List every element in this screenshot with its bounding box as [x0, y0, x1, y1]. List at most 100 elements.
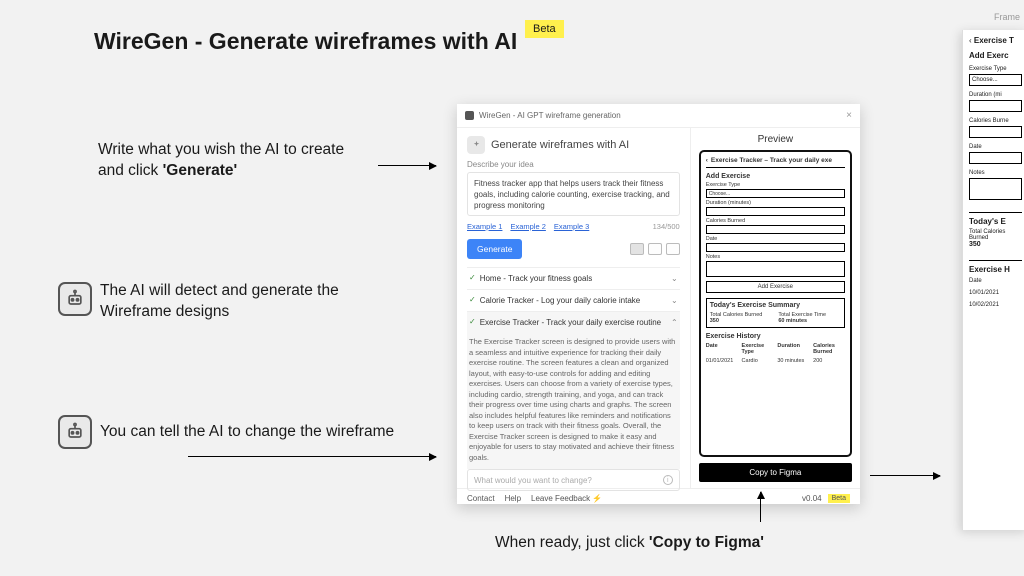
arrow-icon: [188, 456, 436, 457]
field-label: Exercise Type: [969, 66, 1022, 72]
frame-label: Frame: [994, 12, 1020, 22]
shadow-history: Exercise H Date 10/01/2021 10/02/2021: [969, 260, 1022, 308]
change-input[interactable]: What would you want to change? i: [467, 469, 680, 491]
footer-contact[interactable]: Contact: [467, 494, 495, 503]
text: You can tell the AI to change the wirefr…: [100, 423, 394, 440]
phone-header: ‹ Exercise Tracker – Track your daily ex…: [706, 157, 845, 168]
back-icon[interactable]: ‹: [706, 157, 708, 164]
beta-mini-badge: Beta: [828, 494, 850, 503]
notes-input[interactable]: [706, 261, 845, 277]
dialog-footer: Contact Help Leave Feedback ⚡ v0.04 Beta: [457, 488, 860, 508]
footer-help[interactable]: Help: [505, 494, 521, 503]
col-header: Duration: [777, 343, 809, 355]
check-icon: ✓: [469, 296, 476, 304]
arrow-icon: [870, 475, 940, 476]
col-header: Exercise Type: [742, 343, 774, 355]
shadow-summary: Today's E Total Calories Burned 350: [969, 212, 1022, 248]
dialog-titlebar: WireGen - AI GPT wireframe generation ×: [457, 104, 860, 128]
summary-title: Today's E: [969, 217, 1022, 226]
example-link[interactable]: Example 3: [554, 222, 589, 231]
add-exercise-button[interactable]: Add Exercise: [706, 281, 845, 293]
sparkle-icon: [467, 136, 485, 154]
chevron-down-icon: ⌄: [671, 296, 678, 305]
robot-icon: [58, 282, 92, 316]
type-select[interactable]: Choose...: [969, 74, 1022, 86]
dialog-right-panel: Preview ‹ Exercise Tracker – Track your …: [691, 128, 860, 488]
version-label: v0.04: [802, 494, 822, 503]
date-input[interactable]: [706, 243, 845, 252]
check-icon: ✓: [469, 318, 476, 326]
example-link[interactable]: Example 2: [510, 222, 545, 231]
heading-text: Generate wireframes with AI: [491, 139, 629, 151]
example-link[interactable]: Example 1: [467, 222, 502, 231]
summary-label: Total Calories Burned: [710, 312, 773, 318]
annotation-change: You can tell the AI to change the wirefr…: [100, 422, 394, 443]
accordion-item-open[interactable]: ✓ Exercise Tracker - Track your daily ex…: [467, 311, 680, 333]
preview-title: Preview: [699, 134, 852, 145]
text: The AI will detect and generate the: [100, 282, 339, 299]
section-title: Add Exercise: [706, 173, 845, 180]
text-bold: 'Copy to Figma': [649, 534, 764, 551]
examples-row: Example 1 Example 2 Example 3 134/500: [467, 222, 680, 231]
check-icon: ✓: [469, 274, 476, 282]
col-header: Calories Burned: [813, 343, 845, 355]
cell: Cardio: [742, 358, 774, 364]
shadow-section: Add Exerc: [969, 51, 1022, 60]
accordion-item[interactable]: ✓ Home - Track your fitness goals ⌄: [467, 267, 680, 289]
date-input[interactable]: [969, 152, 1022, 164]
device-mobile-icon[interactable]: [630, 243, 644, 255]
notes-input[interactable]: [969, 178, 1022, 200]
arrow-icon: [378, 165, 436, 166]
field-label: Calories Burne: [969, 118, 1022, 124]
describe-label: Describe your idea: [467, 160, 680, 169]
field-label: Duration (mi: [969, 92, 1022, 98]
dialog-body: Generate wireframes with AI Describe you…: [457, 128, 860, 488]
annotation-generate: Write what you wish the AI to create and…: [98, 140, 344, 182]
device-desktop-icon[interactable]: [666, 243, 680, 255]
field-label: Notes: [706, 254, 845, 260]
cell: 10/01/2021: [969, 290, 1022, 296]
annotation-detect: The AI will detect and generate the Wire…: [100, 281, 339, 323]
copy-to-figma-button[interactable]: Copy to Figma: [699, 463, 852, 482]
device-tablet-icon[interactable]: [648, 243, 662, 255]
calories-input[interactable]: [706, 225, 845, 234]
generate-row: Generate: [467, 239, 680, 259]
beta-badge: Beta: [525, 20, 564, 38]
field-label: Duration (minutes): [706, 200, 845, 206]
idea-textarea[interactable]: Fitness tracker app that helps users tra…: [467, 172, 680, 216]
accordion-label: Calorie Tracker - Log your daily calorie…: [480, 296, 667, 305]
accordion-item[interactable]: ✓ Calorie Tracker - Log your daily calor…: [467, 289, 680, 311]
text: Write what you wish the AI to create: [98, 141, 344, 158]
text-bold: 'Generate': [163, 162, 238, 179]
close-icon[interactable]: ×: [846, 110, 852, 121]
arrow-up-icon: [760, 492, 761, 522]
field-label: Calories Burned: [706, 218, 845, 224]
text: and click: [98, 162, 163, 179]
accordion-description: The Exercise Tracker screen is designed …: [467, 333, 680, 469]
duration-input[interactable]: [706, 207, 845, 216]
field-label: Date: [969, 144, 1022, 150]
generate-button[interactable]: Generate: [467, 239, 522, 259]
change-placeholder: What would you want to change?: [474, 476, 592, 485]
duration-input[interactable]: [969, 100, 1022, 112]
cell: 200: [813, 358, 845, 364]
summary-value: 350: [710, 318, 719, 324]
chevron-down-icon: ⌄: [671, 274, 678, 283]
history-section: Exercise History Date Exercise Type Dura…: [706, 333, 845, 364]
phone-preview: ‹ Exercise Tracker – Track your daily ex…: [699, 150, 852, 457]
footer-feedback[interactable]: Leave Feedback ⚡: [531, 494, 602, 503]
type-select[interactable]: Choose...: [706, 189, 845, 198]
info-icon[interactable]: i: [663, 475, 673, 485]
dialog-left-panel: Generate wireframes with AI Describe you…: [457, 128, 691, 488]
field-label: Date: [706, 236, 845, 242]
chevron-up-icon: ⌃: [671, 318, 678, 327]
calories-input[interactable]: [969, 126, 1022, 138]
cell: 10/02/2021: [969, 302, 1022, 308]
device-icons: [630, 243, 680, 255]
wiregen-dialog: WireGen - AI GPT wireframe generation × …: [457, 104, 860, 504]
field-label: Notes: [969, 170, 1022, 176]
history-title: Exercise H: [969, 265, 1022, 274]
summary-label: Total Calories Burned: [969, 229, 1022, 241]
app-icon: [465, 111, 474, 120]
window-title: WireGen - AI GPT wireframe generation: [479, 111, 621, 120]
